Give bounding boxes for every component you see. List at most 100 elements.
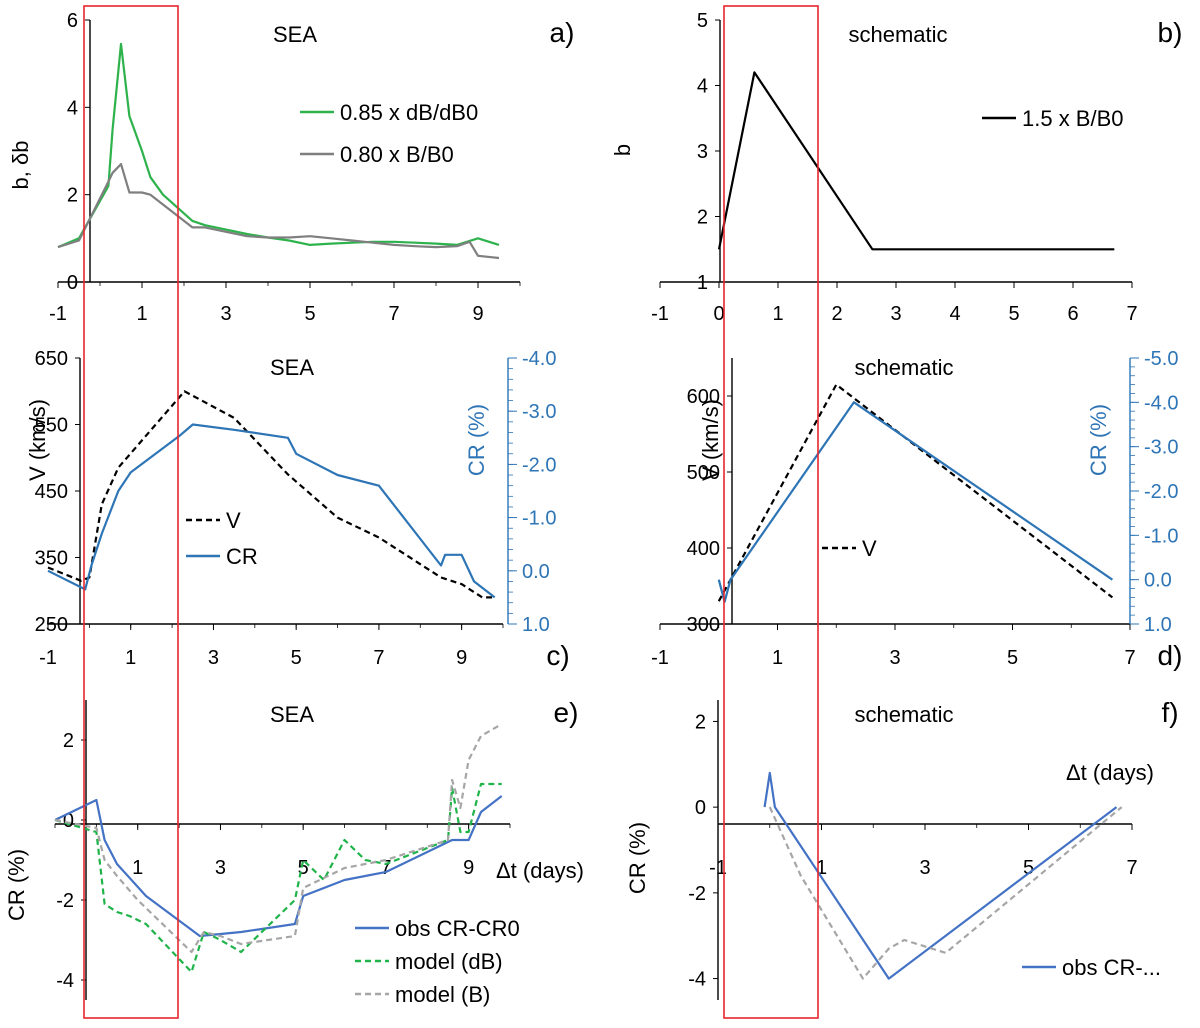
y2-tick-label: -2.0 [1144,481,1178,503]
x-tick-label: 0 [713,303,724,325]
x-tick-label: 3 [890,303,901,325]
y2-tick-label: 1.0 [522,614,550,636]
x-tick-label: 5 [1007,647,1018,669]
y-axis-label: b, δb [8,141,33,190]
panel-label: f) [1161,697,1178,728]
y-tick-label: 300 [687,614,720,636]
x-tick-label: 5 [1008,303,1019,325]
y-axis-label: CR (%) [4,849,29,921]
y2-tick-label: 0.0 [1144,570,1172,592]
y-tick-label: 0 [695,797,706,819]
series-line-f-1 [768,806,1123,980]
x-tick-label: 1 [132,857,143,879]
series-line-e-0 [54,795,503,938]
y2-tick-label: 1.0 [1144,614,1172,636]
x-tick-label: 3 [215,857,226,879]
x-tick-label: 1 [772,647,783,669]
series-line-a-0 [57,42,500,249]
x-tick-label: 7 [373,647,384,669]
y-axis-label: CR (%) [625,822,650,894]
x-tick-label: 7 [1126,303,1137,325]
series-line-c-0 [47,390,495,599]
y-tick-label: 650 [35,348,68,370]
panel-label: d) [1158,640,1183,671]
x-tick-label: 1 [816,857,827,879]
x-tick-label: 4 [949,303,960,325]
y-tick-label: 1 [697,272,708,294]
panel-label: b) [1158,17,1183,48]
y-tick-label: 0 [63,810,74,832]
y2-tick-label: -2.0 [522,454,556,476]
y-tick-label: 2 [63,730,74,752]
legend-entry: 0.80 x B/B0 [340,142,454,167]
chart-title: SEA [270,355,314,380]
x-tick-label: 3 [208,647,219,669]
chart-title: SEA [273,22,317,47]
legend-entry: 1.5 x B/B0 [1022,106,1124,131]
x-tick-label: 9 [472,303,483,325]
legend-entry: V [226,508,241,533]
x-tick-label: 5 [304,303,315,325]
y2-tick-label: -4.0 [1144,392,1178,414]
x-axis-label: Δt (days) [1066,760,1154,785]
legend-entry: model (dB) [395,949,503,974]
y2-tick-label: -5.0 [1144,348,1178,370]
x-tick-label: 9 [456,647,467,669]
y-tick-label: 4 [67,97,78,119]
x-tick-label: 7 [1126,857,1137,879]
y-tick-label: 600 [687,386,720,408]
y-tick-label: 450 [35,481,68,503]
x-tick-label: -1 [651,303,669,325]
y-tick-label: -4 [56,970,74,992]
y-tick-label: 2 [697,207,708,229]
panel-label: e) [554,697,579,728]
legend-entry: obs CR-... [1062,955,1161,980]
chart-title: schematic [854,355,953,380]
y-tick-label: 6 [67,10,78,32]
y2-tick-label: -4.0 [522,348,556,370]
y2-tick-label: -3.0 [522,401,556,423]
y-tick-label: 5 [697,10,708,32]
y-axis-label: b [610,144,635,156]
panel-a: -1 1 3 5 7 9 0 2 4 6 b, δb SEA a) 0.85 x dB/dB0 0.80 x… [8,10,574,325]
series-line-e-2 [54,723,503,954]
y2-tick-label: -3.0 [1144,437,1178,459]
y-tick-label: 0 [67,272,78,294]
x-tick-label: 1 [136,303,147,325]
highlight-box-right [723,5,819,1019]
x-tick-label: 1 [125,647,136,669]
legend-entry: 0.85 x dB/dB0 [340,100,478,125]
y-tick-label: 550 [35,415,68,437]
x-tick-label: 1 [772,303,783,325]
y-axis-label: V (km/s) [25,399,50,481]
series-line-f-0 [763,771,1118,980]
x-tick-label: 7 [1124,647,1135,669]
panel-label: a) [550,17,575,48]
y-tick-label: -4 [688,969,706,991]
x-tick-label: 7 [380,857,391,879]
series-line-d-1 [717,401,1114,603]
panel-f: -1 1 3 5 7 -4 -2 0 2 CR (%) Δt (days) schematic f) ob… [625,697,1179,1000]
panel-label: c) [546,640,569,671]
panel-e: 1 3 5 7 9 -4 -2 0 2 CR (%) Δt (days) SEA e) obs CR-CR… [4,697,584,1007]
x-tick-label: 3 [919,857,930,879]
y-tick-label: 400 [687,538,720,560]
chart-title: schematic [848,22,947,47]
x-tick-label: 6 [1067,303,1078,325]
x-tick-label: 3 [220,303,231,325]
series-line-d-0 [717,383,1114,602]
legend-entry: obs CR-CR0 [395,916,520,941]
y-tick-label: 2 [67,185,78,207]
panel-c: -1 1 3 5 7 9 250 350 450 550 650 -4.0 -3.0 -2.0 -1.0 0.… [25,348,570,671]
y-tick-label: 4 [697,76,708,98]
chart-title: schematic [854,702,953,727]
y2-axis-label: CR (%) [1086,404,1111,476]
series-line-a-1 [57,163,500,260]
y2-tick-label: -1.0 [522,508,556,530]
x-tick-label: 9 [463,857,474,879]
y-tick-label: 250 [35,614,68,636]
x-tick-label: 3 [889,647,900,669]
y2-tick-label: -1.0 [1144,525,1178,547]
series-line-b-0 [717,71,1115,251]
y-tick-label: 3 [697,141,708,163]
